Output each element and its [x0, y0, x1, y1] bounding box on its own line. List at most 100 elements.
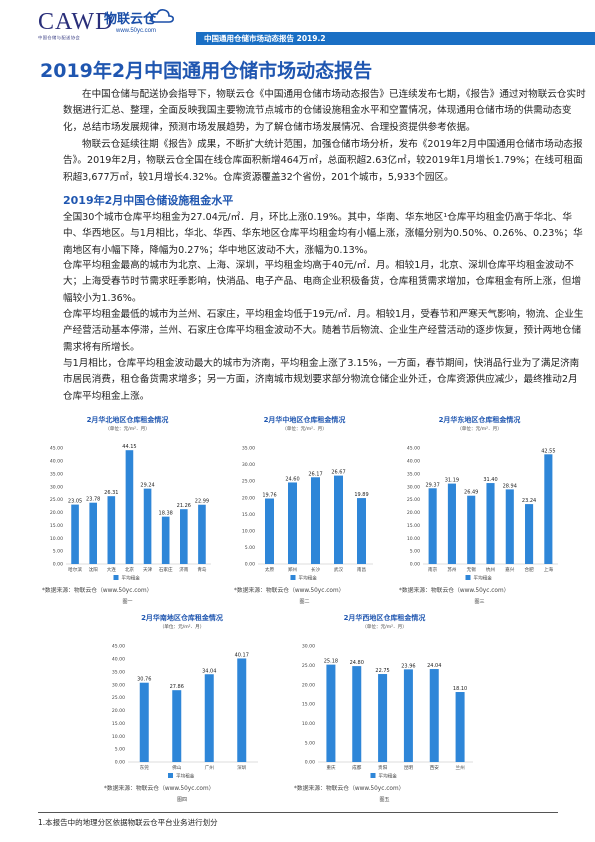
x-tick-label: 长沙 — [311, 566, 321, 573]
bar — [265, 498, 274, 564]
data-label: 26.67 — [331, 470, 345, 476]
page-title: 2019年2月中国通用仓储市场动态报告 — [40, 60, 373, 82]
data-label: 22.99 — [195, 499, 209, 505]
y-tick-label: 5.00 — [410, 549, 420, 555]
x-tick-label: 深圳 — [237, 764, 247, 771]
legend-label: 平均租金 — [122, 575, 141, 582]
legend-label: 平均租金 — [474, 575, 493, 582]
x-tick-label: 合肥 — [524, 566, 534, 573]
bar — [125, 450, 134, 564]
x-tick-label: 郑州 — [288, 566, 298, 573]
bar — [357, 498, 366, 564]
legend-swatch — [290, 575, 296, 580]
y-tick-label: 25.00 — [302, 663, 315, 669]
data-label: 23.24 — [522, 498, 536, 504]
bar — [180, 509, 188, 564]
y-tick-label: 25.00 — [50, 497, 63, 503]
data-label: 31.40 — [483, 477, 497, 483]
bar — [334, 475, 343, 564]
y-tick-label: 15.00 — [50, 523, 63, 529]
section-title: 2019年2月中国仓储设施租金水平 — [63, 194, 234, 207]
chart-source: *数据来源：物联云仓（www.50yc.com） — [399, 586, 509, 594]
x-tick-label: 南京 — [428, 566, 438, 573]
bar — [544, 454, 553, 564]
chart-central: 2月华中地区仓库租金情况 （单位：元/m²．月） 0.00 5.00 10.00 15.0… — [232, 412, 377, 608]
y-tick-label: 10.00 — [407, 536, 420, 542]
header-banner: 中国通用仓储市场动态报告 2019.2 — [196, 32, 595, 45]
x-tick-label: 西安 — [430, 764, 440, 771]
y-tick-label: 20.00 — [50, 510, 63, 516]
figure-label: 图三 — [474, 599, 484, 605]
chart-south: 2月华南地区仓库租金情况 （单位：元/m²．月） 0.00 5.00 10.00 15.0… — [102, 610, 262, 806]
x-tick-label: 北京 — [125, 566, 135, 573]
bar — [198, 504, 206, 564]
intro-paragraph-2-text: 物联云仓延续往期《报告》成果，不断扩大统计范围，加强仓储市场分析，发布《2019… — [63, 139, 583, 183]
y-tick-label: 20.00 — [112, 708, 125, 714]
x-tick-label: 天津 — [143, 566, 153, 573]
data-label: 25.18 — [324, 659, 338, 665]
brand-name: 物联云仓 — [104, 12, 157, 27]
data-label: 31.19 — [445, 478, 459, 484]
legend-label: 平均租金 — [176, 773, 195, 780]
data-label: 19.76 — [262, 493, 276, 499]
cawd-logo-subtitle: 中国仓储与配送协会 — [38, 35, 81, 40]
cawd-logo-text: CAWD — [38, 9, 114, 35]
y-tick-label: 25.00 — [112, 695, 125, 701]
data-label: 27.86 — [170, 684, 184, 690]
section-paragraph-1: 全国30个城市仓库平均租金为27.04元/㎡．月，环比上涨0.19%。其中，华南… — [63, 210, 587, 259]
y-tick-label: 5.00 — [115, 747, 125, 753]
x-tick-label: 东莞 — [140, 764, 150, 771]
section-paragraph-3: 仓库平均租金最低的城市为兰州、石家庄，平均租金均低于19元/㎡．月。相较1月，受… — [63, 307, 587, 356]
y-tick-label: 0.00 — [305, 760, 315, 766]
chart-unit: （单位：元/m²．月） — [282, 425, 327, 432]
x-tick-label: 嘉兴 — [505, 566, 515, 573]
figure-label: 图四 — [177, 797, 187, 803]
y-tick-label: 15.00 — [112, 721, 125, 727]
chart-unit: （单位：元/m²．月） — [105, 425, 150, 432]
chart-source: *数据来源：物联云仓（www.50yc.com） — [294, 784, 404, 792]
cawd-logo: CAWD 中国仓储与配送协会 — [38, 10, 113, 41]
data-label: 23.96 — [401, 663, 415, 669]
x-tick-label: 石家庄 — [159, 566, 173, 573]
chart-east: 2月华东地区仓库租金情况 （单位：元/m²．月） 0.00 5.00 10.00 15.0… — [397, 412, 562, 608]
bar — [172, 690, 182, 762]
data-label: 24.60 — [285, 476, 299, 482]
legend-swatch — [370, 773, 376, 778]
intro-paragraph-1-text: 在中国仓储与配送协会指导下，物联云仓《中国通用仓储市场动态报告》已连续发布七期，… — [63, 89, 586, 133]
data-label: 19.89 — [354, 492, 368, 498]
y-tick-label: 30.00 — [407, 484, 420, 490]
x-tick-label: 兰州 — [455, 764, 465, 771]
x-tick-label: 贵阳 — [378, 764, 388, 771]
bar — [486, 483, 495, 564]
y-tick-label: 20.00 — [407, 510, 420, 516]
y-tick-label: 10.00 — [112, 734, 125, 740]
bar — [447, 483, 456, 564]
data-label: 42.55 — [541, 448, 555, 454]
y-tick-label: 20.00 — [242, 495, 255, 501]
chart-north: 2月华北地区仓库租金情况 （单位：元/m²．月） 0.00 5.00 10.00 15.0… — [40, 412, 215, 608]
section-paragraph-1-text: 全国30个城市仓库平均租金为27.04元/㎡．月，环比上涨0.19%。其中，华南… — [63, 212, 583, 256]
chart-title: 2月华西地区仓库租金情况 — [344, 613, 426, 622]
data-label: 26.49 — [464, 490, 478, 496]
chart-source: *数据来源：物联云仓（www.50yc.com） — [234, 586, 344, 594]
bar — [467, 495, 476, 564]
brand-url: www.50yc.com — [116, 28, 157, 34]
bar — [525, 504, 534, 564]
x-tick-label: 大连 — [107, 566, 117, 573]
data-label: 18.38 — [159, 511, 173, 517]
y-tick-label: 30.00 — [50, 484, 63, 490]
figure-label: 图五 — [379, 797, 389, 803]
y-tick-label: 0.00 — [115, 760, 125, 766]
bar — [288, 482, 297, 564]
x-tick-label: 无锡 — [467, 566, 477, 573]
y-tick-label: 0.00 — [53, 562, 63, 568]
bar — [237, 658, 247, 762]
intro-paragraph-2: 物联云仓延续往期《报告》成果，不断扩大统计范围，加强仓储市场分析，发布《2019… — [63, 137, 587, 186]
y-tick-label: 20.00 — [302, 682, 315, 688]
section-paragraph-2: 仓库平均租金最高的城市为北京、上海、深圳，平均租金均高于40元/㎡．月。相较1月… — [63, 258, 587, 307]
x-tick-label: 广州 — [205, 764, 215, 771]
legend-swatch — [465, 575, 471, 580]
y-tick-label: 15.00 — [242, 512, 255, 518]
data-label: 18.10 — [453, 686, 467, 692]
chart-unit: （单位：元/m²．月） — [457, 425, 502, 432]
